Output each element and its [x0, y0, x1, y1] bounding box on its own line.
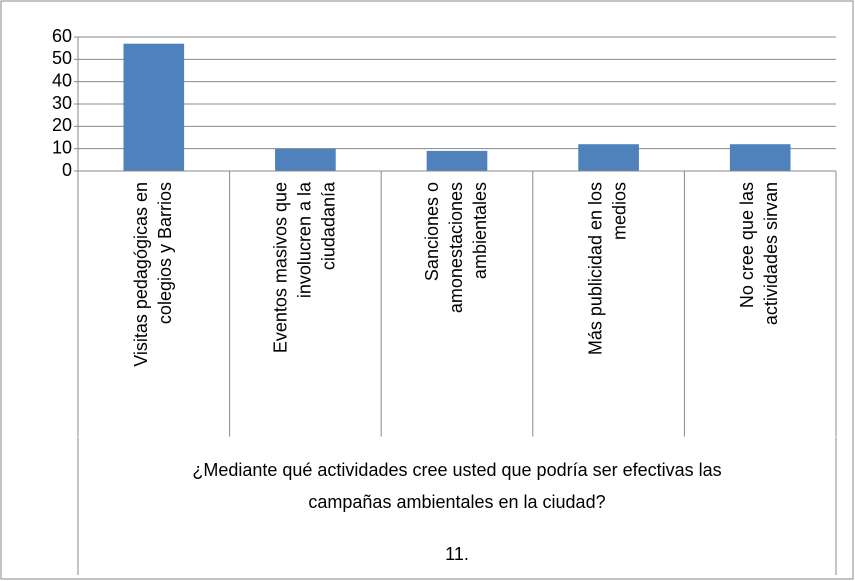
bar [275, 148, 336, 171]
y-tick-label: 50 [52, 48, 72, 68]
bar [578, 144, 639, 171]
y-tick-label: 40 [52, 70, 72, 90]
x-tick-label: Más publicidad en los medios [585, 182, 629, 355]
x-tick-label: No cree que las actividades sirvan [737, 182, 781, 325]
bar [123, 43, 185, 172]
x-tick-label: Visitas pedagógicas en colegios y Barrios [131, 182, 175, 367]
y-tick-label: 60 [52, 26, 72, 46]
y-tick-label: 0 [62, 160, 72, 180]
bar [729, 144, 791, 171]
x-tick-label: Sanciones o amonestaciones ambientales [422, 182, 490, 313]
y-tick-label: 20 [52, 115, 72, 135]
bar [426, 150, 488, 171]
y-tick-label: 30 [52, 93, 72, 113]
category-outer-label: 11. [445, 544, 469, 564]
category-group-label: ¿Mediante qué actividades cree usted que… [192, 460, 721, 512]
y-tick-label: 10 [52, 137, 72, 157]
x-tick-label: Eventos masivos que involucren a la ciudad… [270, 181, 338, 353]
